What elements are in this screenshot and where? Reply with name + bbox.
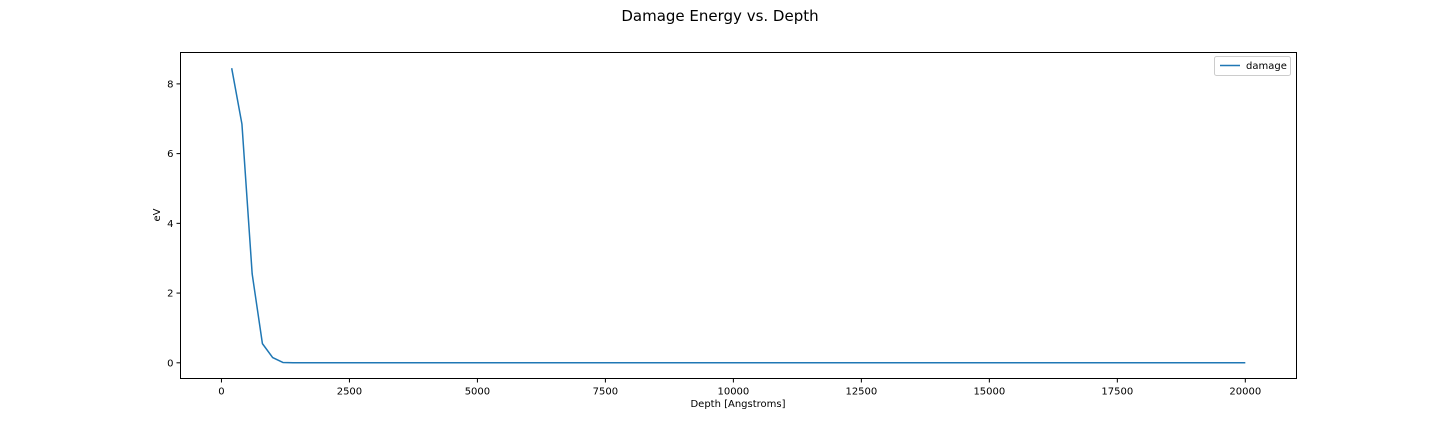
x-tick-label: 7500 [593, 387, 618, 398]
x-axis-label: Depth [Angstroms] [690, 399, 785, 410]
y-axis-label: eV [152, 208, 163, 221]
legend: damage [1214, 56, 1291, 76]
legend-label-damage: damage [1246, 61, 1287, 72]
y-axis-ticks: 0 2 4 6 8 [167, 79, 181, 369]
x-tick-label: 0 [218, 387, 224, 398]
x-tick-label: 12500 [845, 387, 877, 398]
y-tick-label: 2 [167, 289, 173, 300]
x-axis-ticks: 0 2500 5000 7500 10000 12500 15000 17500 20000 [218, 378, 1261, 398]
y-tick-label: 6 [167, 149, 173, 160]
series-line-damage [230, 68, 1246, 364]
y-tick-label: 8 [167, 79, 173, 90]
legend-box [1214, 56, 1291, 76]
x-tick-label: 5000 [465, 387, 490, 398]
chart-title: Damage Energy vs. Depth [621, 7, 818, 25]
x-tick-label: 20000 [1229, 387, 1261, 398]
x-tick-label: 15000 [973, 387, 1005, 398]
y-tick-label: 4 [167, 219, 173, 230]
plot-frame [180, 52, 1297, 379]
x-tick-label: 10000 [717, 387, 749, 398]
series-layer [230, 68, 1246, 364]
x-tick-label: 17500 [1101, 387, 1133, 398]
x-tick-label: 2500 [337, 387, 362, 398]
y-tick-label: 0 [167, 358, 173, 369]
